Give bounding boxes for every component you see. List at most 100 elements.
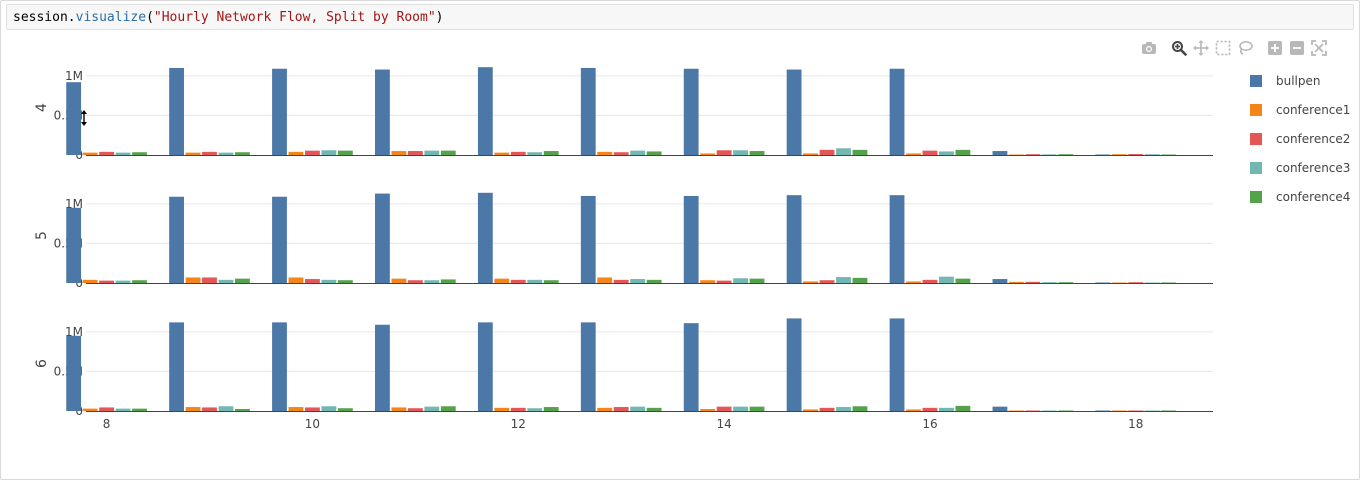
legend-item-conference4[interactable]: conference4 bbox=[1250, 190, 1350, 204]
bar-conference4 bbox=[543, 280, 559, 283]
bar-conference2 bbox=[819, 407, 835, 411]
bar-conference3 bbox=[218, 279, 234, 283]
facet-label: 4 bbox=[34, 103, 50, 112]
box-select-icon[interactable] bbox=[1212, 38, 1234, 58]
bar-conference1 bbox=[1009, 154, 1024, 155]
bar-bullpen bbox=[1095, 410, 1111, 411]
facet-label: 5 bbox=[34, 231, 50, 240]
lasso-icon[interactable] bbox=[1234, 38, 1256, 58]
bar-conference2 bbox=[99, 280, 114, 283]
zoom-icon[interactable] bbox=[1168, 38, 1190, 58]
bar-conference2 bbox=[613, 407, 629, 411]
bar-conference2 bbox=[305, 279, 320, 283]
bar-conference3 bbox=[218, 406, 234, 411]
bar-conference1 bbox=[82, 152, 98, 155]
bar-bullpen bbox=[683, 323, 699, 411]
bar-conference3 bbox=[115, 408, 131, 411]
bar-conference3 bbox=[630, 279, 646, 283]
bar-bullpen bbox=[1095, 154, 1111, 155]
bar-conference1 bbox=[803, 281, 818, 283]
bar-conference4 bbox=[1058, 154, 1074, 155]
code-cell[interactable]: session.visualize("Hourly Network Flow, … bbox=[6, 4, 1354, 30]
bar-conference1 bbox=[906, 409, 921, 411]
bar-conference3 bbox=[1041, 410, 1057, 411]
legend-item-conference3[interactable]: conference3 bbox=[1250, 161, 1350, 175]
bar-conference1 bbox=[185, 152, 201, 155]
bar-conference3 bbox=[630, 150, 646, 155]
bar-conference2 bbox=[1128, 154, 1144, 155]
pan-icon[interactable] bbox=[1190, 38, 1212, 58]
bar-conference3 bbox=[1144, 282, 1160, 283]
bar-conference1 bbox=[288, 151, 304, 155]
bar-conference4 bbox=[235, 152, 250, 155]
bar-bullpen bbox=[272, 196, 287, 283]
autoscale-icon[interactable] bbox=[1308, 38, 1330, 58]
bar-conference4 bbox=[440, 279, 456, 283]
bar-conference3 bbox=[527, 152, 543, 155]
bar-bullpen bbox=[477, 322, 493, 411]
modebar bbox=[1138, 38, 1330, 58]
y-tick-label: 1M bbox=[65, 69, 83, 83]
zoom-in-icon[interactable] bbox=[1264, 38, 1286, 58]
x-tick-label: 16 bbox=[922, 417, 937, 431]
code-close-paren: ) bbox=[435, 10, 444, 25]
bar-conference2 bbox=[510, 407, 526, 411]
bar-bullpen bbox=[889, 68, 905, 155]
bar-bullpen bbox=[66, 335, 82, 411]
legend-item-bullpen[interactable]: bullpen bbox=[1250, 74, 1321, 88]
bar-conference4 bbox=[852, 406, 868, 411]
bar-conference3 bbox=[1041, 282, 1057, 283]
bar-conference3 bbox=[321, 279, 337, 283]
bar-conference1 bbox=[185, 277, 201, 283]
facet-panel-4: 00.5M1M4 bbox=[34, 67, 1213, 162]
bar-bullpen bbox=[1095, 282, 1111, 283]
bar-conference4 bbox=[132, 280, 147, 283]
bar-conference4 bbox=[543, 151, 559, 155]
bar-conference3 bbox=[836, 407, 851, 411]
bar-conference1 bbox=[906, 281, 921, 283]
bar-conference2 bbox=[1025, 410, 1041, 411]
camera-icon[interactable] bbox=[1138, 38, 1160, 58]
bar-conference4 bbox=[235, 278, 250, 283]
legend-label: conference4 bbox=[1276, 190, 1350, 204]
bar-conference2 bbox=[819, 149, 835, 155]
bar-conference2 bbox=[613, 152, 629, 155]
bar-conference2 bbox=[305, 150, 320, 155]
bar-conference1 bbox=[391, 407, 407, 411]
bar-conference2 bbox=[819, 280, 835, 283]
legend-item-conference2[interactable]: conference2 bbox=[1250, 132, 1350, 146]
facet-panel-5: 00.5M1M5 bbox=[34, 192, 1213, 290]
bar-conference4 bbox=[749, 151, 765, 155]
bar-conference2 bbox=[202, 407, 217, 411]
bar-conference1 bbox=[803, 153, 818, 155]
bar-conference1 bbox=[288, 407, 304, 411]
legend-swatch bbox=[1250, 162, 1262, 174]
bar-conference3 bbox=[115, 152, 131, 155]
bar-conference1 bbox=[700, 280, 716, 283]
bar-conference4 bbox=[543, 407, 559, 411]
facet-label: 6 bbox=[34, 359, 50, 368]
bar-conference4 bbox=[646, 279, 662, 283]
bar-conference3 bbox=[1041, 154, 1057, 155]
zoom-out-icon[interactable] bbox=[1286, 38, 1308, 58]
bar-conference1 bbox=[1111, 282, 1127, 283]
legend[interactable]: bullpen conference1 conference2 conference3… bbox=[1250, 74, 1350, 204]
bar-conference2 bbox=[1128, 282, 1144, 283]
bar-conference1 bbox=[391, 278, 407, 283]
bar-bullpen bbox=[889, 195, 905, 283]
bar-conference3 bbox=[1144, 154, 1160, 155]
bar-conference2 bbox=[922, 407, 938, 411]
bar-bullpen bbox=[683, 195, 699, 283]
bar-conference1 bbox=[597, 407, 613, 411]
bar-conference2 bbox=[99, 407, 114, 411]
bar-conference3 bbox=[733, 406, 748, 411]
bar-conference3 bbox=[836, 277, 851, 283]
bar-conference1 bbox=[494, 278, 510, 283]
bar-conference4 bbox=[955, 405, 971, 411]
legend-item-conference1[interactable]: conference1 bbox=[1250, 103, 1350, 117]
legend-swatch bbox=[1250, 191, 1262, 203]
bar-conference3 bbox=[321, 150, 337, 155]
code-argument: "Hourly Network Flow, Split by Room" bbox=[153, 10, 436, 25]
